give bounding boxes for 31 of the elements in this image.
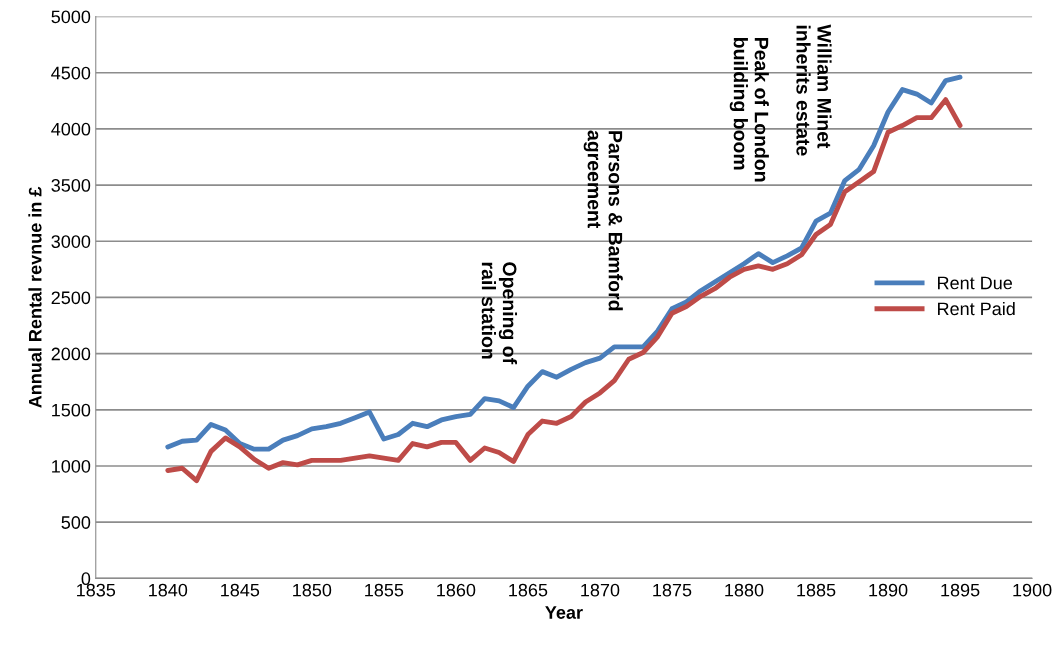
- x-tick-label: 1860: [437, 583, 476, 597]
- x-tick-label: 1895: [941, 583, 980, 597]
- y-tick-label: 3500: [51, 179, 91, 192]
- legend-label: Rent Paid: [938, 301, 1015, 316]
- x-tick-label: 1900: [1013, 583, 1052, 597]
- x-axis-title: Year: [545, 606, 583, 619]
- y-tick-label: 2000: [51, 347, 91, 361]
- annotation: Parsons & Bamford agreement: [583, 130, 623, 311]
- x-tick-label: 1840: [149, 583, 188, 597]
- x-tick-label: 1880: [725, 583, 764, 597]
- x-tick-label: 1850: [293, 583, 332, 597]
- y-tick-label: 3000: [51, 235, 91, 248]
- y-tick-label: 1500: [52, 403, 91, 417]
- y-axis-title: Annual Rental revnue in £: [28, 186, 42, 408]
- x-tick-label: 1890: [869, 583, 908, 597]
- y-tick-label: 5000: [51, 10, 91, 24]
- x-tick-label: 1875: [653, 583, 692, 597]
- x-tick-label: 1845: [221, 583, 260, 597]
- legend-label: Rent Due: [938, 276, 1013, 290]
- x-tick-label: 1865: [509, 583, 548, 597]
- y-tick-label: 2500: [51, 291, 91, 305]
- y-tick-label: 4000: [51, 122, 91, 136]
- y-tick-label: 500: [61, 516, 91, 529]
- x-tick-label: 1855: [365, 583, 404, 597]
- annotation: Peak of London building boom: [729, 38, 769, 182]
- x-tick-label: 1870: [581, 583, 620, 597]
- x-tick-label: 1885: [797, 583, 836, 597]
- y-tick-label: 1000: [52, 459, 91, 473]
- annotation: William Minet inherits estate: [796, 24, 832, 156]
- y-tick-label: 4500: [51, 66, 91, 80]
- annotation: Opening of rail station: [481, 262, 518, 365]
